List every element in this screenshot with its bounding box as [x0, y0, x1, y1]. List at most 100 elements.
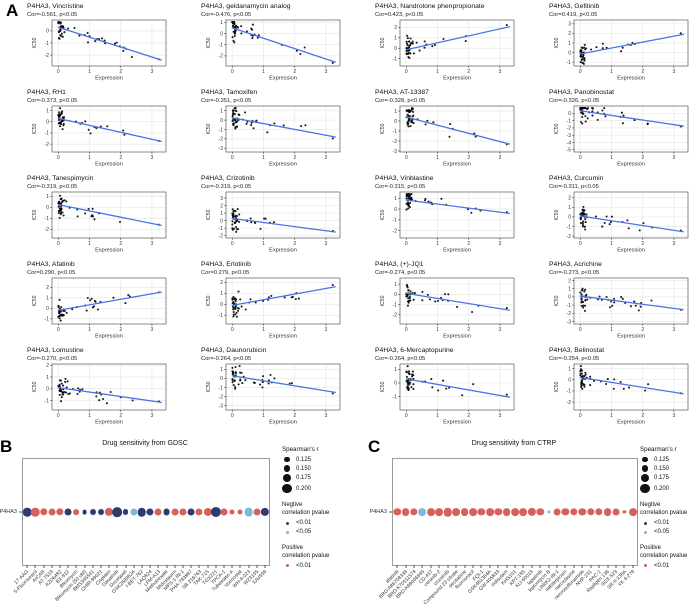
subplot-title: P4HA3, (+)-JQ1	[375, 261, 424, 268]
pvalue-label: <0.01	[654, 520, 670, 527]
y-tick-label: 0	[394, 381, 397, 387]
x-axis-label: Expression	[269, 76, 297, 82]
y-tick-label: -2	[45, 142, 50, 148]
x-tick-label: 1	[88, 241, 91, 247]
pvalue-dot	[643, 521, 647, 525]
x-tick-label: 3	[499, 69, 502, 75]
x-tick-label: 1	[436, 327, 439, 333]
x-tick-label: 3	[673, 69, 676, 75]
subplot-title: P4HA3, Tanespimycin	[27, 175, 94, 182]
subplot-stat: Cor=-0.273, p<0.05	[549, 270, 600, 276]
drug-dot	[477, 508, 486, 516]
x-tick-label: 1	[262, 69, 265, 75]
negative-legend-line1: Negtive	[282, 502, 303, 509]
x-tick-label: 1	[88, 155, 91, 161]
x-axis-label: Expression	[617, 76, 645, 82]
x-tick-label: 3	[325, 155, 328, 161]
y-tick-label: -1	[219, 313, 224, 319]
size-dot-wrap	[282, 465, 292, 472]
scatter-subplot: P4HA3, Gefitinib Cor=0.419, p<0.05 0 1 2 3 3 2 1…	[522, 2, 696, 88]
y-tick-label: -2	[45, 53, 50, 59]
y-tick-label: -3	[219, 146, 224, 152]
scatter-points	[57, 377, 160, 405]
scatter-chart: 0 1 2 3 1 0 -1 -2 Expression IC50	[380, 191, 515, 254]
x-tick-label: 2	[641, 155, 644, 161]
subplot-stat: Cor=-0.328, p<0.05	[375, 98, 426, 104]
y-tick-label: -2	[567, 311, 572, 317]
legend-pvalue-row: <0.05	[282, 529, 329, 536]
drug-dot	[220, 508, 228, 516]
positive-legend-line2: correlation pvalue	[282, 552, 330, 559]
axis-tick	[430, 565, 432, 568]
x-axis-label: Expression	[95, 76, 123, 82]
trend-line	[579, 110, 684, 127]
legend-pvalue-row: <0.01	[640, 520, 687, 527]
positive-legend-line1: Positive	[640, 544, 662, 551]
x-tick-label: 1	[610, 155, 613, 161]
x-tick-label: 1	[88, 413, 91, 419]
pvalue-label: <0.01	[654, 562, 670, 569]
drug-dot	[179, 508, 187, 516]
negative-legend-heading: Negtive correlation pvalue	[282, 502, 329, 518]
drug-dot	[244, 507, 253, 517]
subplot-title: P4HA3, RH1	[27, 89, 66, 96]
drug-dot	[130, 508, 138, 516]
x-tick-label: 3	[325, 327, 328, 333]
scatter-subplot: P4HA3, Vincristine Cor=-0.561, p<0.05 0 1 2 3…	[0, 2, 174, 88]
drug-dot	[460, 508, 469, 516]
y-tick-label: 0	[220, 31, 223, 37]
y-tick-label: -2	[219, 137, 224, 143]
axis-tick	[573, 565, 575, 568]
x-tick-label: 0	[231, 413, 234, 419]
x-tick-label: 0	[579, 327, 582, 333]
axis-tick	[598, 565, 600, 568]
y-axis-label: IC50	[32, 295, 38, 306]
drug-dot	[494, 508, 502, 516]
y-tick-label: 2	[568, 31, 571, 37]
y-tick-label: -4	[567, 140, 572, 146]
y-axis-label: IC50	[206, 381, 212, 392]
subplot-stat: Cor=-0.373, p<0.05	[27, 98, 78, 104]
x-tick-label: 0	[405, 327, 408, 333]
x-tick-label: 3	[151, 155, 154, 161]
drug-dot	[587, 508, 595, 516]
scatter-subplot: P4HA3, Daunorubicin Cor=-0.264, p<0.05 0 1 2…	[174, 346, 348, 432]
x-tick-label: 1	[262, 327, 265, 333]
subplot-title: P4HA3, Crizotinib	[201, 175, 255, 182]
trend-line	[57, 386, 162, 403]
y-tick-label: -2	[393, 228, 398, 234]
size-dot-wrap	[640, 465, 650, 472]
x-tick-label: 0	[231, 241, 234, 247]
drug-dot	[393, 508, 401, 516]
y-tick-label: -2	[219, 54, 224, 60]
x-tick-label: 2	[293, 327, 296, 333]
drug-dot	[469, 508, 477, 516]
scatter-points	[579, 365, 682, 395]
x-tick-label: 1	[610, 241, 613, 247]
subplot-stat: Cor=-0.274, p<0.05	[375, 270, 426, 276]
legend-pvalue-row: <0.01	[282, 562, 329, 569]
size-dot	[284, 456, 290, 463]
x-tick-label: 3	[673, 413, 676, 419]
x-axis-label: Expression	[617, 248, 645, 254]
trend-line	[57, 117, 162, 142]
scatter-chart: 0 1 2 3 1 0 -1 -2 -3 Expression IC50	[380, 105, 515, 168]
drug-dot	[603, 508, 612, 516]
x-tick-label: 1	[610, 413, 613, 419]
scatter-chart: 0 1 2 3 1 0 -1 -2 Expression IC50	[32, 105, 167, 168]
pvalue-dot	[285, 521, 289, 525]
x-axis-label: Expression	[95, 334, 123, 340]
x-tick-label: 3	[673, 155, 676, 161]
x-tick-label: 0	[231, 327, 234, 333]
y-tick-label: 0	[568, 378, 571, 384]
ctrp-legend: Spearman's r 0.125 0.150 0.175 0.200 Negtive c…	[640, 446, 687, 571]
scatter-subplot: P4HA3, Tamoxifen Cor=-0.351, p<0.05 0 1 2 3 1 0…	[174, 88, 348, 174]
scatter-points	[579, 287, 682, 312]
y-tick-label: -1	[567, 303, 572, 309]
subplot-stat: Cor=-0.561, p<0.05	[27, 12, 78, 18]
negative-legend-line2: correlation pvalue	[640, 510, 688, 517]
axis-tick	[480, 565, 482, 568]
pvalue-label: <0.01	[296, 520, 312, 527]
drug-dot	[452, 508, 460, 516]
